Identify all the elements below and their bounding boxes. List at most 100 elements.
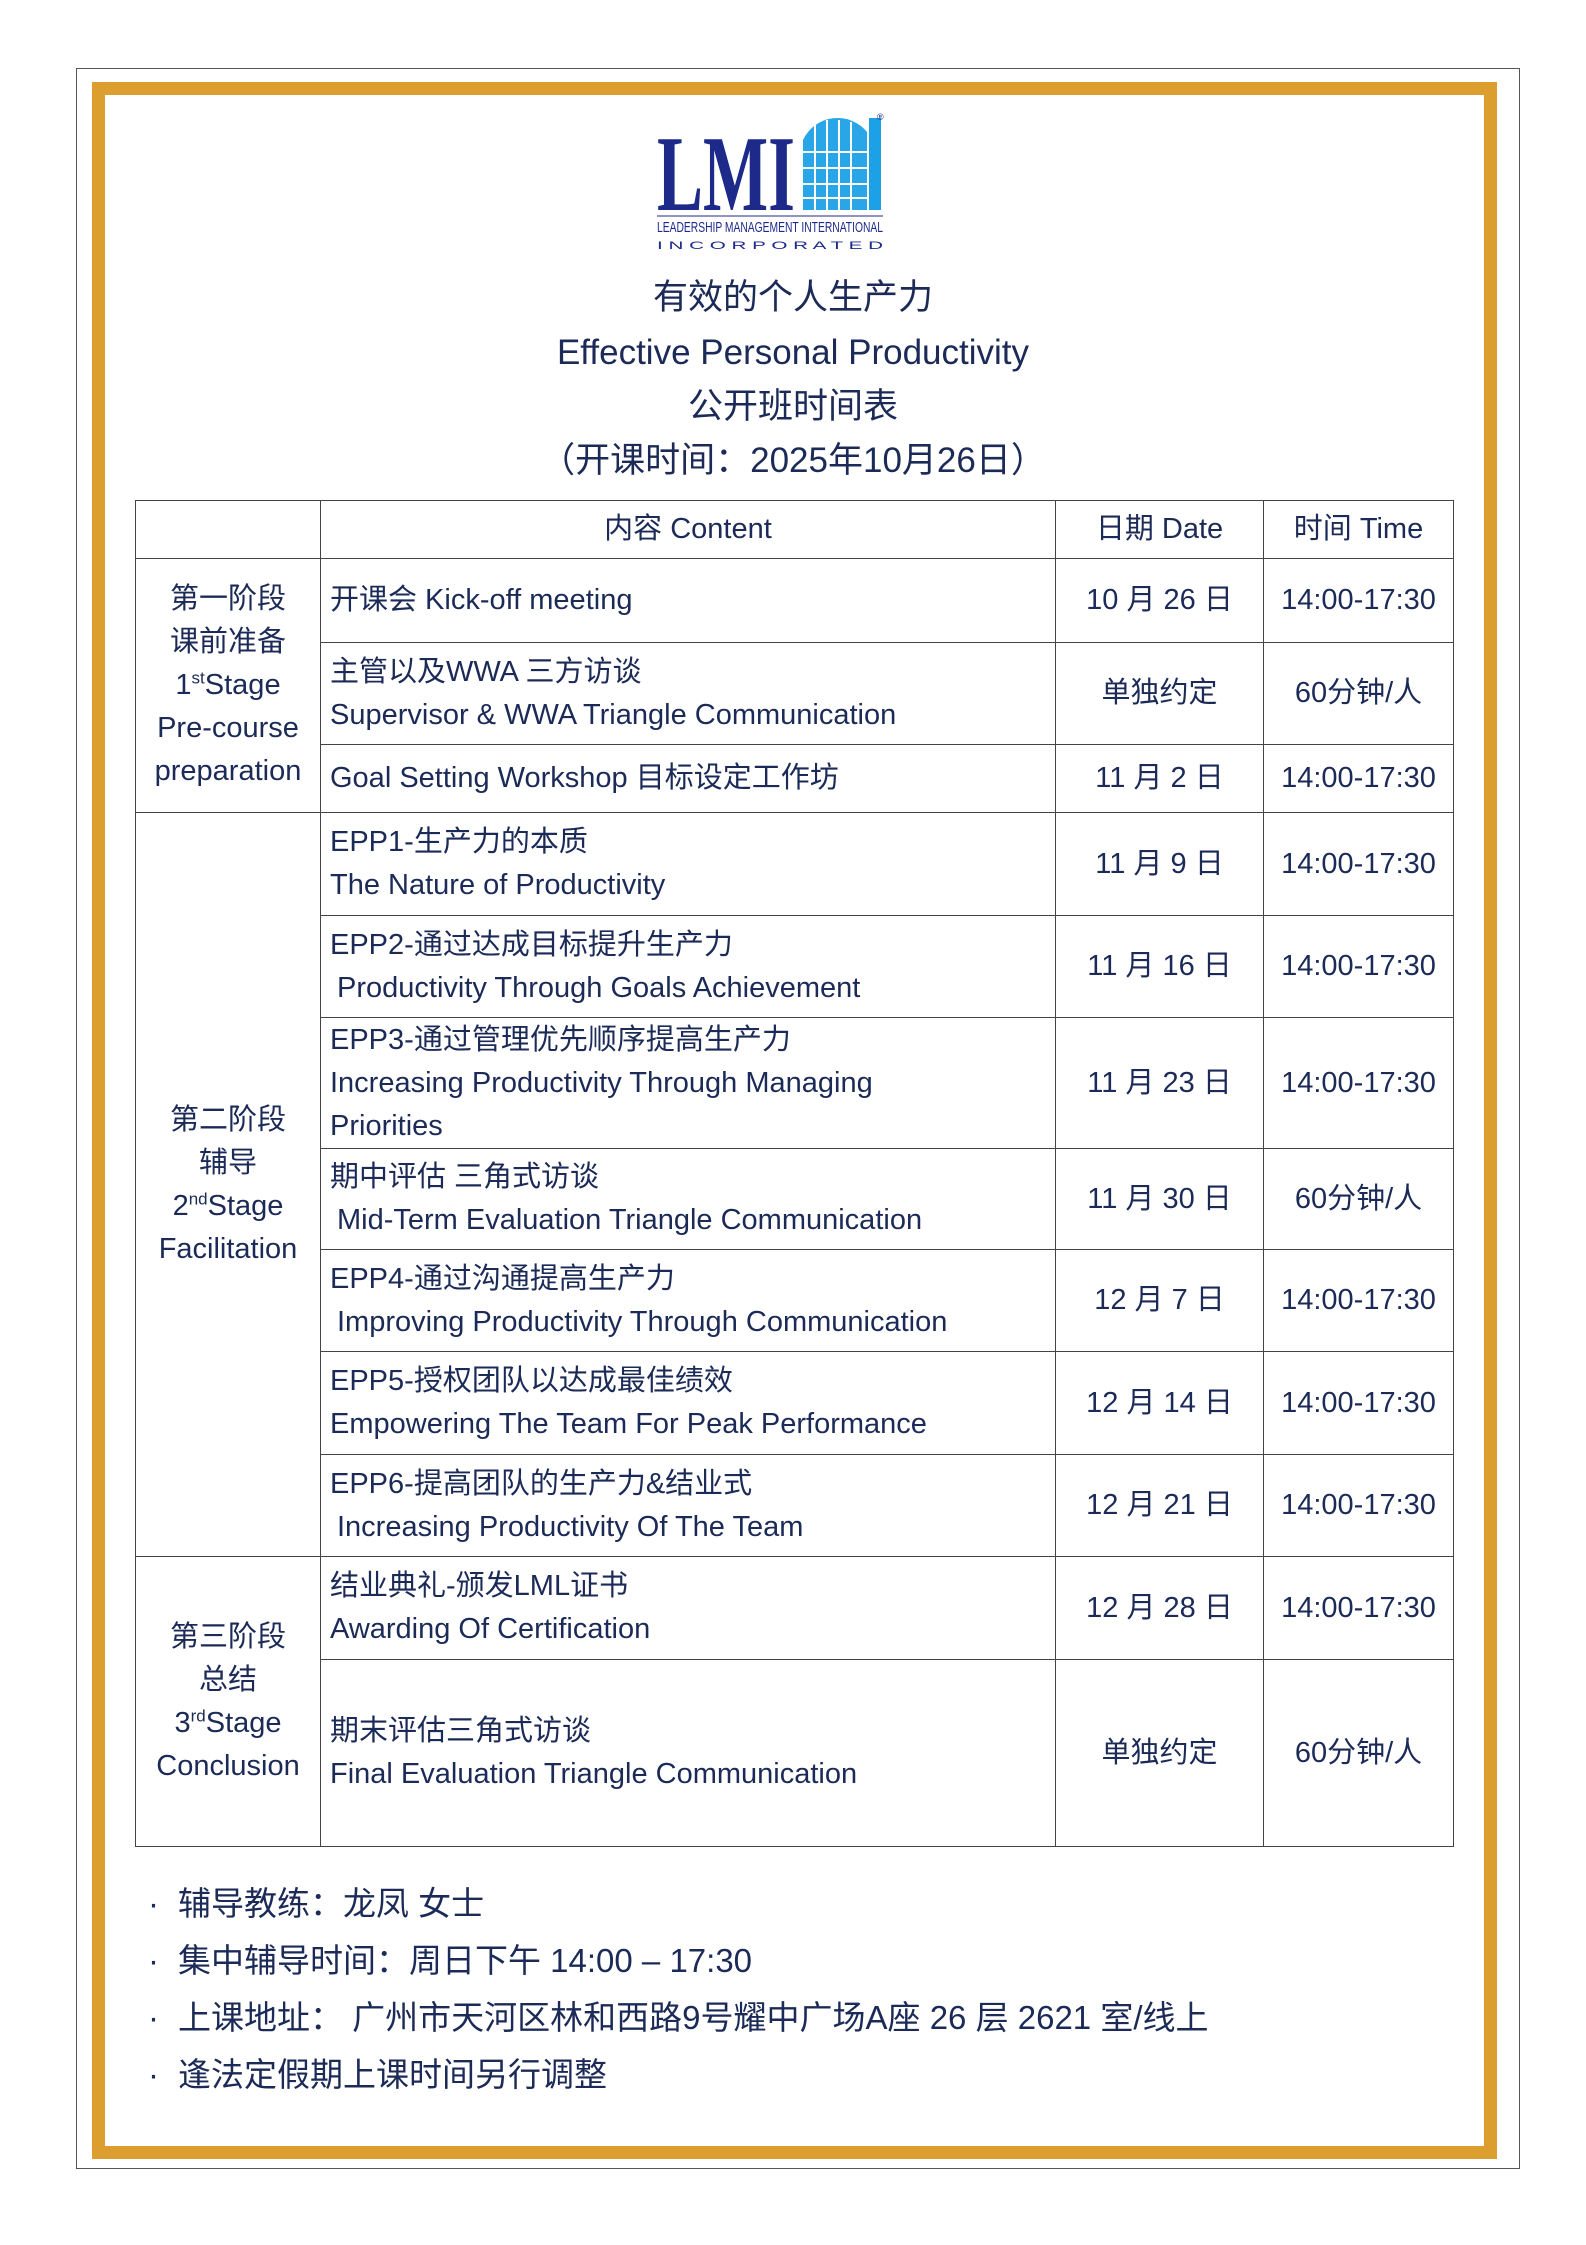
table-row: 第一阶段 课前准备 1stStage Pre-course preparation 开课会… — [135, 558, 1454, 813]
session-time: 14:00-17:30 — [1263, 1017, 1454, 1149]
stage-label-cn: 第二阶段 — [169, 1103, 286, 1136]
stage-word: Stage — [205, 1706, 282, 1739]
session-line: The Nature of Productivity — [330, 869, 666, 901]
session-content: 主管以及WWA 三方访谈 Supervisor & WWA Triangle Co… — [320, 642, 1056, 745]
stage-ordinal-suffix: st — [191, 668, 205, 688]
notes-list: · 辅导教练：龙凤 女士 · 集中辅导时间：周日下午 14:00 – 17:30 · 上课… — [148, 1875, 1209, 2103]
session-content: Goal Setting Workshop 目标设定工作坊 — [320, 744, 1056, 813]
session-content: EPP6-提高团队的生产力&结业式 Increasing Productivit… — [320, 1454, 1056, 1557]
stage-number: 3rdStage — [136, 1702, 320, 1745]
session-content: 开课会 Kick-off meeting — [320, 558, 1056, 643]
stage-label-cn: 辅导 — [198, 1146, 257, 1179]
session-line: Improving Productivity Through Communica… — [337, 1305, 948, 1338]
note-item: · 逢法定假期上课时间另行调整 — [148, 2046, 1209, 2103]
svg-text:LMI: LMI — [657, 115, 795, 234]
session-line: Mid-Term Evaluation Triangle Communicati… — [337, 1204, 923, 1236]
session-content: 期末评估三角式访谈 Final Evaluation Triangle Commu… — [320, 1659, 1056, 1847]
stage-label-en: preparation — [154, 755, 302, 787]
stage-label-cn: 总结 — [198, 1663, 257, 1696]
session-date: 11 月 30 日 — [1055, 1148, 1264, 1250]
gold-border-frame — [92, 82, 1497, 2159]
bullet-icon: · — [148, 1942, 159, 1979]
session-content: EPP4-通过沟通提高生产力 Improving Productivity Th… — [320, 1249, 1056, 1352]
session-date: 11 月 23 日 — [1055, 1017, 1264, 1149]
table-row: EPP4-通过沟通提高生产力 Improving Productivity Th… — [136, 1249, 1454, 1352]
session-content: EPP1-生产力的本质 The Nature of Productivity — [320, 812, 1056, 916]
table-row: 期中评估 三角式访谈 Mid-Term Evaluation Triangle … — [136, 1148, 1454, 1250]
session-line: EPP1-生产力的本质 — [330, 826, 588, 858]
session-line: EPP3-通过管理优先顺序提高生产力 — [330, 1023, 791, 1056]
session-line: Awarding Of Certification — [330, 1613, 651, 1645]
table-row: 主管以及WWA 三方访谈 Supervisor & WWA Triangle Co… — [136, 642, 1454, 745]
session-content: 期中评估 三角式访谈 Mid-Term Evaluation Triangle … — [320, 1148, 1056, 1250]
session-line: EPP4-通过沟通提高生产力 — [330, 1262, 675, 1295]
column-header-time: 时间 Time — [1263, 500, 1454, 559]
note-item: · 上课地址： 广州市天河区林和西路9号耀中广场A座 26 层 2621 室/线上 — [148, 1989, 1209, 2046]
stage-cell: 第一阶段 课前准备 1stStage Pre-course preparation — [135, 558, 321, 813]
note-text: 逢法定假期上课时间另行调整 — [178, 2056, 607, 2093]
session-time: 60分钟/人 — [1263, 642, 1454, 745]
stage-ordinal-suffix: rd — [190, 1705, 206, 1725]
session-line: 期末评估三角式访谈 — [330, 1715, 592, 1747]
session-time: 14:00-17:30 — [1263, 1351, 1454, 1455]
start-date: （开课时间：2025年10月26日） — [540, 441, 1046, 480]
table-row: EPP3-通过管理优先顺序提高生产力 Increasing Productivit… — [136, 1017, 1454, 1149]
stage-ordinal: 1 — [175, 669, 192, 701]
session-time: 14:00-17:30 — [1263, 1249, 1454, 1352]
stage-word: Stage — [207, 1189, 284, 1222]
session-date: 12 月 14 日 — [1055, 1351, 1264, 1455]
table-row: EPP2-通过达成目标提升生产力 Productivity Through Go… — [136, 915, 1454, 1018]
note-item: · 集中辅导时间：周日下午 14:00 – 17:30 — [148, 1932, 1209, 1989]
outer-frame — [76, 68, 1520, 2169]
bullet-icon: · — [148, 1999, 159, 2036]
session-time: 60分钟/人 — [1263, 1148, 1454, 1250]
stage-word: Stage — [204, 669, 281, 701]
session-line: Goal Setting Workshop 目标设定工作坊 — [330, 762, 839, 794]
table-row: 第三阶段 总结 3rdStage Conclusion 结业典礼-颁发LML证书 Awar… — [135, 1556, 1454, 1847]
session-line: Productivity Through Goals Achievement — [337, 971, 861, 1004]
column-header-date: 日期 Date — [1055, 500, 1264, 559]
session-date: 单独约定 — [1055, 1659, 1264, 1847]
stage-label-en: Facilitation — [158, 1232, 298, 1265]
session-line: 开课会 Kick-off meeting — [330, 584, 633, 616]
session-line: 结业典礼-颁发LML证书 — [330, 1570, 629, 1602]
svg-text:®: ® — [877, 112, 884, 122]
table-row: Goal Setting Workshop 目标设定工作坊 11 月 2 日 14:… — [136, 744, 1454, 813]
session-line: Priorities — [330, 1109, 443, 1142]
session-line: Supervisor & WWA Triangle Communication — [330, 698, 897, 731]
session-line: 期中评估 三角式访谈 — [330, 1161, 600, 1193]
column-header-content: 内容 Content — [320, 500, 1056, 559]
stage-ordinal-suffix: nd — [188, 1188, 208, 1208]
session-date: 12 月 21 日 — [1055, 1454, 1264, 1557]
table-row: EPP6-提高团队的生产力&结业式 Increasing Productivit… — [136, 1454, 1454, 1557]
session-time: 60分钟/人 — [1263, 1659, 1454, 1847]
session-time: 14:00-17:30 — [1263, 915, 1454, 1018]
table-row: 第二阶段辅导 2ndStage Facilitation EPP1-生产力的本质 The… — [135, 812, 1454, 1557]
session-time: 14:00-17:30 — [1263, 812, 1454, 916]
lmi-logo: LMI ® LEADERSHIP MANAGEMENT INTERNATIONA… — [657, 112, 884, 252]
session-time: 14:00-17:30 — [1263, 744, 1454, 813]
note-item: · 辅导教练：龙凤 女士 — [148, 1875, 1209, 1932]
session-time: 14:00-17:30 — [1263, 1556, 1454, 1660]
bullet-icon: · — [148, 2056, 159, 2093]
session-date: 11 月 2 日 — [1055, 744, 1264, 813]
note-text: 辅导教练：龙凤 女士 — [178, 1885, 485, 1922]
title-chinese: 有效的个人生产力 — [652, 278, 933, 317]
stage-cell: 第三阶段 总结 3rdStage Conclusion — [135, 1556, 321, 1847]
session-line: Increasing Productivity Through Managing — [330, 1066, 873, 1099]
session-content: 结业典礼-颁发LML证书 Awarding Of Certification — [320, 1556, 1056, 1660]
session-content: EPP5-授权团队以达成最佳绩效 Empowering The Team For … — [320, 1351, 1056, 1455]
column-header-stage — [135, 500, 321, 559]
session-line: Empowering The Team For Peak Performance — [330, 1408, 927, 1440]
session-date: 12 月 7 日 — [1055, 1249, 1264, 1352]
session-date: 12 月 28 日 — [1055, 1556, 1264, 1660]
session-content: EPP3-通过管理优先顺序提高生产力 Increasing Productivit… — [320, 1017, 1056, 1149]
session-date: 单独约定 — [1055, 642, 1264, 745]
session-time: 14:00-17:30 — [1263, 1454, 1454, 1557]
table-row: 期末评估三角式访谈 Final Evaluation Triangle Commu… — [136, 1659, 1454, 1847]
session-date: 10 月 26 日 — [1055, 558, 1264, 643]
note-text: 集中辅导时间：周日下午 14:00 – 17:30 — [178, 1942, 753, 1979]
stage-number: 2ndStage — [136, 1185, 320, 1228]
bullet-icon: · — [148, 1885, 159, 1922]
session-line: EPP6-提高团队的生产力&结业式 — [330, 1467, 753, 1500]
